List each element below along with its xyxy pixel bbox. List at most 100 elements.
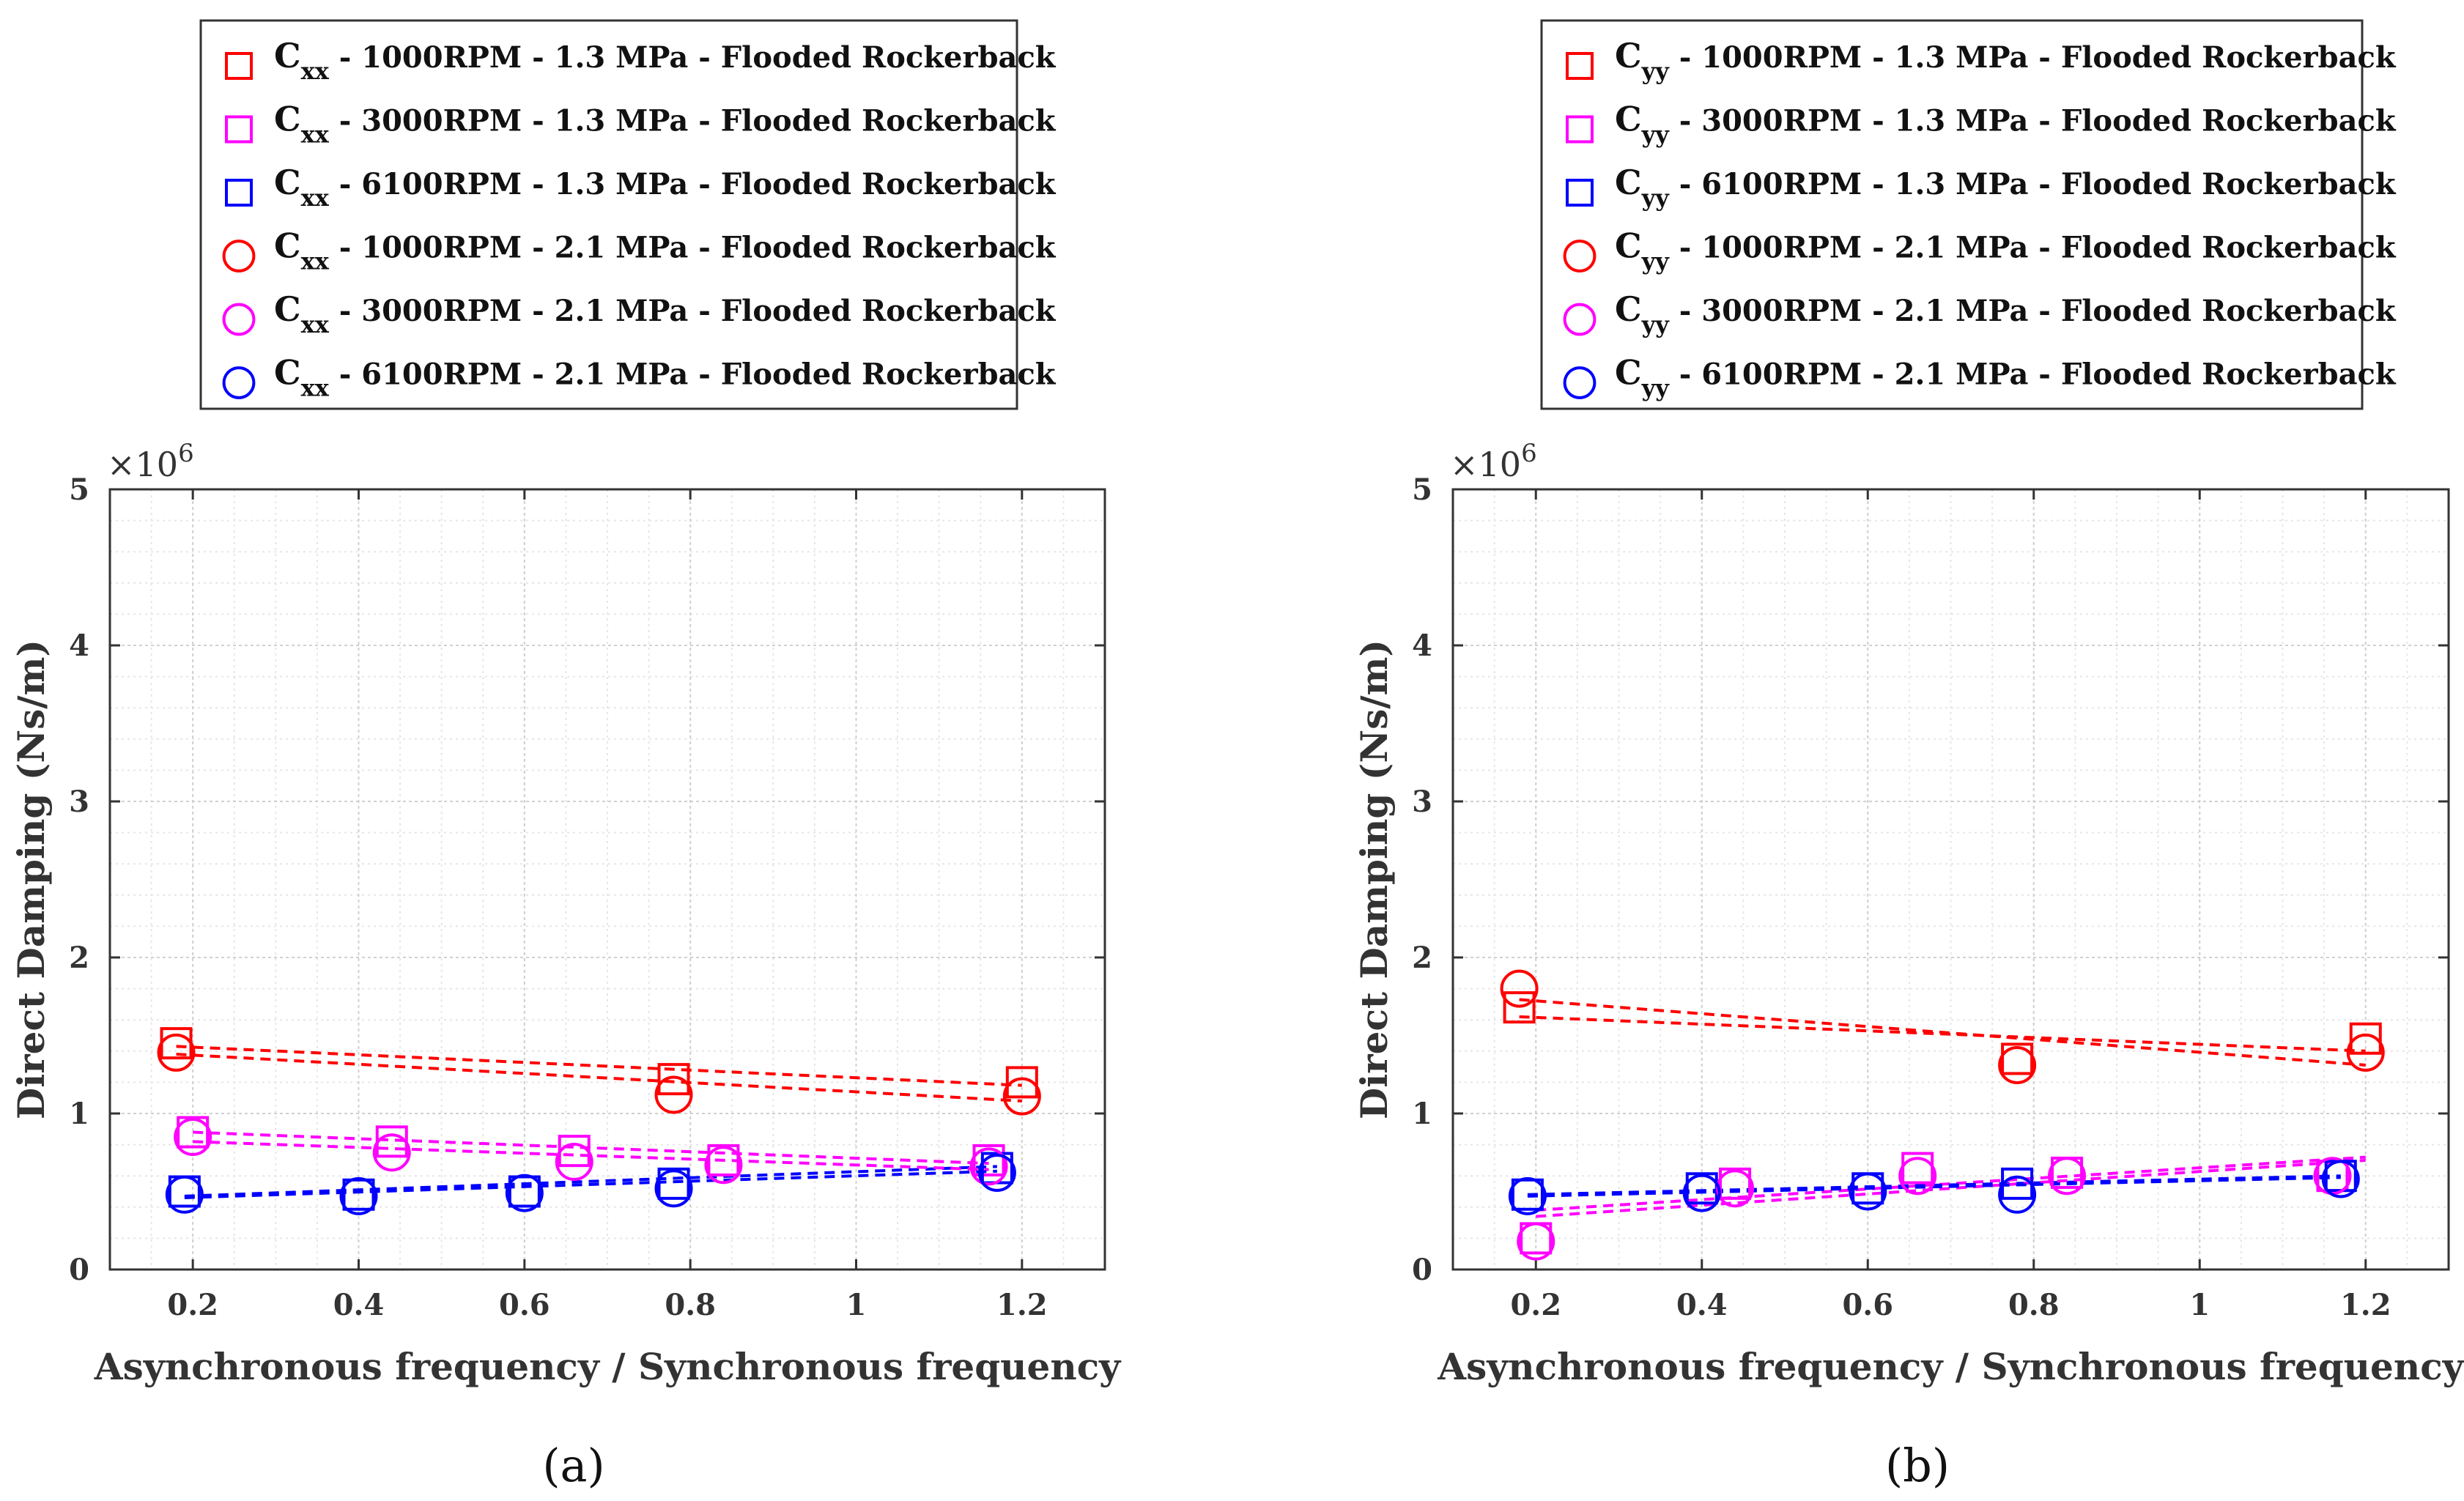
legend: Cxx - 1000RPM - 1.3 MPa - Flooded Rocker…	[199, 19, 1057, 410]
y-multiplier-base: ×10	[107, 445, 178, 484]
legend-entry-3: Cxx - 6100RPM - 1.3 MPa - Flooded Rocker…	[274, 163, 1057, 212]
legend-symbol: C	[274, 163, 301, 202]
data-point-series-4	[2346, 1033, 2385, 1072]
legend-subscript: xx	[301, 57, 330, 85]
legend-symbol: C	[274, 353, 301, 393]
data-point-series-5	[969, 1147, 1008, 1186]
legend-marker-3	[1566, 179, 1594, 207]
legend-subscript: xx	[301, 248, 330, 275]
legend-marker-5	[1563, 303, 1597, 336]
x-tick-label: 1.2	[2340, 1288, 2391, 1322]
legend-subscript: xx	[301, 374, 330, 402]
data-point-series-4	[654, 1075, 693, 1114]
fit-line-series-6	[184, 1169, 997, 1200]
legend-entry-3: Cyy - 6100RPM - 1.3 MPa - Flooded Rocker…	[1615, 163, 2397, 212]
legend-box	[199, 19, 1018, 410]
fit-line-series-2	[193, 1130, 989, 1165]
legend-marker-2	[1566, 115, 1594, 144]
legend-symbol: C	[1615, 289, 1642, 329]
legend-subscript: yy	[1641, 248, 1671, 275]
data-point-series-4	[1500, 969, 1539, 1008]
legend-text: - 3000RPM - 2.1 MPa - Flooded Rockerback	[329, 294, 1057, 328]
legend-marker-6	[222, 366, 256, 399]
data-point-series-4	[1998, 1045, 2037, 1084]
legend-entry-6: Cxx - 6100RPM - 2.1 MPa - Flooded Rocker…	[274, 353, 1057, 402]
data-point-series-1	[657, 1063, 690, 1096]
data-point-series-6	[1682, 1174, 1721, 1212]
legend-subscript: yy	[1641, 374, 1671, 402]
y-multiplier: ×106	[1450, 439, 1537, 484]
legend-symbol: C	[1615, 226, 1642, 266]
fit-line-series-4	[1519, 998, 2366, 1067]
data-point-series-6	[165, 1175, 204, 1214]
chart-panel-b: 0.2 0.4 0.6 0.8 1 1.2 0 1 2 3 4 5 ×106 Asynchronous f…	[1353, 19, 2464, 1492]
x-tick-label: 0.4	[1676, 1288, 1728, 1322]
data-point-series-4	[1002, 1077, 1041, 1116]
y-tick-label: 4	[1412, 629, 1432, 663]
legend-subscript: yy	[1641, 121, 1671, 149]
fit-line-series-6	[1527, 1176, 2341, 1198]
y-tick-label: 1	[1412, 1097, 1432, 1131]
legend-entry-5: Cxx - 3000RPM - 2.1 MPa - Flooded Rocker…	[274, 289, 1057, 338]
legend-symbol: C	[274, 36, 301, 75]
legend: Cyy - 1000RPM - 1.3 MPa - Flooded Rocker…	[1540, 19, 2397, 410]
y-tick-label: 5	[69, 472, 89, 507]
legend-subscript: xx	[301, 184, 330, 212]
legend-symbol: C	[274, 226, 301, 266]
x-tick-label: 0.8	[665, 1288, 716, 1322]
data-point-series-6	[977, 1153, 1016, 1192]
y-tick-label: 4	[69, 629, 89, 663]
x-tick-label: 1.2	[996, 1288, 1048, 1322]
legend-text: - 6100RPM - 2.1 MPa - Flooded Rockerback	[329, 357, 1057, 392]
legend-symbol: C	[274, 289, 301, 329]
x-tick-label: 0.2	[167, 1288, 218, 1322]
fit-line-series-5	[1536, 1158, 2366, 1218]
legend-symbol: C	[1615, 100, 1642, 139]
data-point-series-1	[1005, 1066, 1038, 1099]
y-tick-label: 3	[69, 785, 89, 819]
data-point-series-6	[2321, 1160, 2360, 1198]
legend-marker-5	[222, 303, 256, 336]
legend-marker-1	[1566, 52, 1594, 80]
data-point-series-5	[555, 1143, 593, 1182]
fit-line-series-1	[1519, 1015, 2366, 1053]
legend-symbol: C	[1615, 36, 1642, 75]
y-tick-label: 5	[1412, 472, 1432, 507]
data-point-series-2	[972, 1144, 1005, 1176]
axes-box	[1451, 488, 2450, 1271]
data-point-series-4	[157, 1033, 196, 1072]
legend-marker-1	[225, 52, 253, 80]
y-multiplier-exponent: 6	[1521, 439, 1537, 468]
data-point-series-2	[1719, 1167, 1752, 1200]
legend-entry-6: Cyy - 6100RPM - 2.1 MPa - Flooded Rocker…	[1615, 353, 2397, 402]
legend-marker-4	[1563, 240, 1597, 273]
legend-text: - 6100RPM - 1.3 MPa - Flooded Rockerback	[1669, 167, 2397, 201]
x-tick-label: 0.6	[1842, 1288, 1893, 1322]
y-tick-label: 0	[69, 1253, 89, 1287]
x-tick-label: 0.2	[1510, 1288, 1561, 1322]
y-multiplier-exponent: 6	[178, 439, 194, 468]
data-point-series-5	[174, 1117, 212, 1156]
data-point-series-6	[505, 1174, 544, 1212]
y-tick-label: 0	[1412, 1253, 1432, 1287]
x-axis-label: Asynchronous frequency / Synchronous fre…	[94, 1345, 1122, 1388]
legend-marker-4	[222, 240, 256, 273]
y-tick-label: 3	[1412, 785, 1432, 819]
data-point-series-5	[704, 1146, 743, 1185]
legend-entry-2: Cyy - 3000RPM - 1.3 MPa - Flooded Rocker…	[1615, 100, 2397, 149]
y-tick-label: 1	[69, 1097, 89, 1131]
fit-line-series-5	[193, 1140, 989, 1171]
legend-entry-1: Cyy - 1000RPM - 1.3 MPa - Flooded Rocker…	[1615, 36, 2397, 85]
chart-panel-a: 0.2 0.4 0.6 0.8 1 1.2 0 1 2 3 4 5 ×106 Asynchronous f…	[10, 19, 1122, 1492]
major-grid	[110, 489, 1105, 1270]
legend-marker-6	[1563, 366, 1597, 399]
legend-text: - 6100RPM - 2.1 MPa - Flooded Rockerback	[1669, 357, 2397, 392]
legend-text: - 3000RPM - 2.1 MPa - Flooded Rockerback	[1669, 294, 2397, 328]
legend-entry-4: Cyy - 1000RPM - 2.1 MPa - Flooded Rocker…	[1615, 226, 2397, 275]
legend-text: - 1000RPM - 1.3 MPa - Flooded Rockerback	[1669, 40, 2397, 75]
data-point-series-2	[177, 1116, 210, 1149]
legend-text: - 1000RPM - 2.1 MPa - Flooded Rockerback	[329, 231, 1057, 265]
fit-line-series-3	[184, 1165, 997, 1198]
legend-entry-4: Cxx - 1000RPM - 2.1 MPa - Flooded Rocker…	[274, 226, 1057, 275]
panel-label: (b)	[1885, 1439, 1950, 1492]
